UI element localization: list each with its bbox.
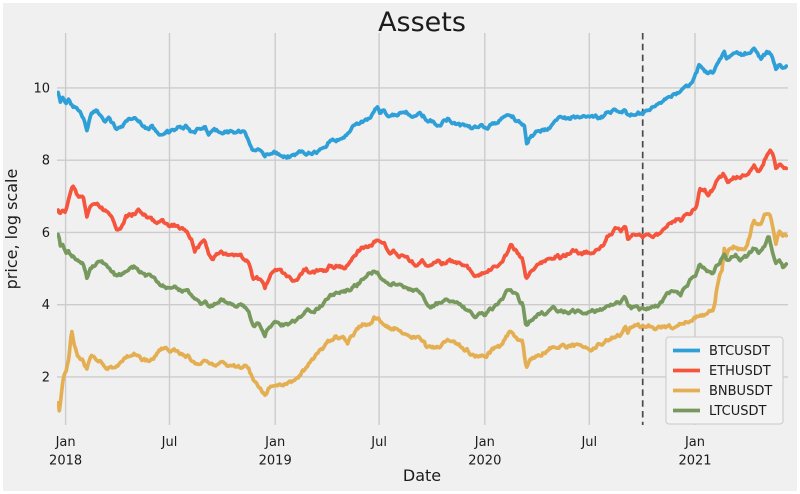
- y-axis-label: price, log scale: [2, 169, 21, 290]
- series-line-bnbusdt: [57, 212, 788, 413]
- series-line-btcusdt: [57, 46, 788, 160]
- y-tick-label: 8: [42, 154, 50, 169]
- chart-title: Assets: [378, 7, 466, 38]
- y-tick-label: 4: [42, 298, 50, 313]
- x-tick-label-month: Jan: [264, 435, 285, 450]
- x-tick-label-year: 2019: [259, 454, 292, 469]
- series-line-ethusdt: [57, 148, 788, 291]
- x-tick-label-year: 2020: [468, 454, 501, 469]
- series-line-ltcusdt: [57, 232, 788, 339]
- x-tick-label-month: Jan: [684, 435, 705, 450]
- x-tick-label-month: Jul: [580, 435, 597, 450]
- x-tick-label-year: 2021: [678, 454, 711, 469]
- x-tick-label-year: 2018: [49, 454, 82, 469]
- x-tick-label-month: Jul: [161, 435, 178, 450]
- axis-tick-labels: 2 4 6 8 10 Jan 2018 Jul Jan 2019 Jul Jan 2020 Jul Jan 2…: [33, 81, 711, 468]
- x-tick-label-month: Jan: [55, 435, 76, 450]
- y-tick-label: 6: [42, 226, 50, 241]
- figure-background: [3, 3, 797, 491]
- legend-box: [665, 336, 784, 425]
- x-tick-label-month: Jul: [370, 435, 387, 450]
- x-tick-label-month: Jan: [474, 435, 495, 450]
- legend-label-ltcusdt: LTCUSDT: [709, 404, 766, 419]
- legend-label-ethusdt: ETHUSDT: [709, 364, 771, 379]
- y-tick-label: 2: [42, 370, 50, 385]
- y-tick-label: 10: [33, 81, 50, 96]
- x-axis-label: Date: [403, 466, 441, 485]
- series-lines: [57, 46, 788, 413]
- legend-label-bnbusdt: BNBUSDT: [709, 384, 772, 399]
- legend-label-btcusdt: BTCUSDT: [709, 344, 770, 359]
- gridlines: [57, 33, 788, 425]
- legend: BTCUSDT ETHUSDT BNBUSDT LTCUSDT: [665, 336, 784, 425]
